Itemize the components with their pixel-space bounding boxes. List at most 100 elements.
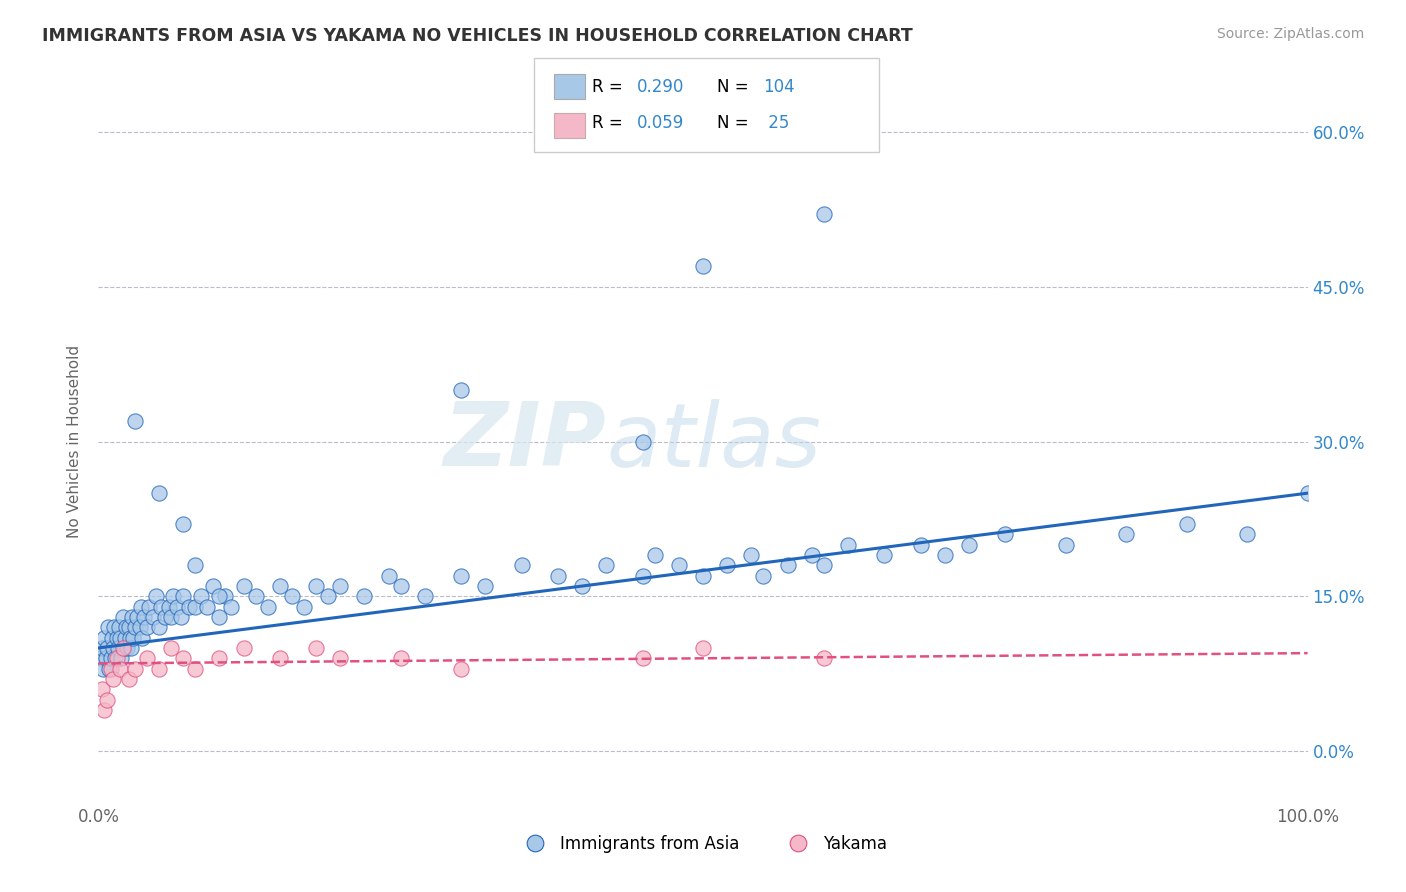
Point [692,568,714,582]
Point [166,599,188,614]
Point [450,383,472,397]
Point [214,590,236,604]
Point [776,558,799,573]
Point [389,579,412,593]
Text: ZIP: ZIP [443,398,606,485]
Text: 0.059: 0.059 [637,113,685,132]
Point [96,692,118,706]
Point [1236,527,1258,541]
Text: N =: N = [717,113,754,132]
Point [115,620,138,634]
Point [169,610,191,624]
Point [631,651,654,665]
Point [91,682,114,697]
Point [668,558,690,573]
Point [135,620,157,634]
Point [450,662,472,676]
Text: 104: 104 [763,78,794,96]
Point [148,486,170,500]
Point [208,590,231,604]
Point [112,640,135,655]
Point [232,640,254,655]
Point [111,640,134,655]
Point [124,620,146,634]
Point [108,631,131,645]
Point [138,599,160,614]
Point [108,620,131,634]
Point [813,558,835,573]
Point [124,662,146,676]
Text: IMMIGRANTS FROM ASIA VS YAKAMA NO VEHICLES IN HOUSEHOLD CORRELATION CHART: IMMIGRANTS FROM ASIA VS YAKAMA NO VEHICL… [42,27,912,45]
Point [994,527,1017,541]
Point [160,640,183,655]
Point [245,590,267,604]
Point [100,662,122,676]
Point [148,620,170,634]
Point [111,610,134,624]
Point [184,558,207,573]
Point [148,662,170,676]
Point [97,620,120,634]
Legend: Immigrants from Asia, Yakama: Immigrants from Asia, Yakama [512,828,894,860]
Point [91,640,114,655]
Point [104,651,127,665]
Point [184,662,207,676]
Point [450,568,472,582]
Point [153,610,176,624]
Point [1175,517,1198,532]
Point [91,662,114,676]
Point [692,640,714,655]
Point [716,558,738,573]
Point [353,590,375,604]
Point [305,640,328,655]
Point [172,651,194,665]
Point [184,599,207,614]
Point [120,640,142,655]
Point [389,651,412,665]
Point [101,640,124,655]
Point [232,579,254,593]
Point [118,631,141,645]
Point [1054,538,1077,552]
Point [221,599,243,614]
Point [129,599,152,614]
Text: 25: 25 [763,113,790,132]
Text: atlas: atlas [606,399,821,484]
Point [127,610,149,624]
Point [474,579,496,593]
Text: N =: N = [717,78,754,96]
Point [162,590,184,604]
Point [101,672,124,686]
Point [105,631,128,645]
Point [118,672,141,686]
Point [131,631,153,645]
Point [96,640,118,655]
Text: R =: R = [592,78,628,96]
Point [195,599,218,614]
Point [134,610,156,624]
Point [873,548,896,562]
Point [190,590,212,604]
Point [179,599,201,614]
Point [110,651,132,665]
Point [329,651,352,665]
Text: 0.290: 0.290 [637,78,685,96]
Point [157,599,180,614]
Point [122,631,145,645]
Point [208,610,231,624]
Point [316,590,339,604]
Point [413,590,436,604]
Point [208,651,231,665]
Point [98,662,121,676]
Point [124,414,146,428]
Point [105,651,128,665]
Point [269,579,291,593]
Point [1296,486,1319,500]
Point [269,651,291,665]
Point [117,640,139,655]
Point [135,651,157,665]
Point [510,558,533,573]
Point [103,620,125,634]
Point [631,434,654,449]
Point [145,590,167,604]
